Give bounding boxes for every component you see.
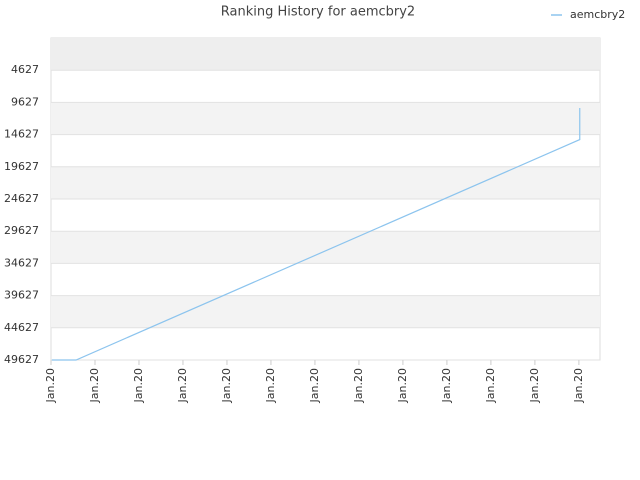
- x-tick-label: Jan.20: [308, 368, 321, 403]
- x-tick-label: Jan.20: [220, 368, 233, 403]
- x-tick-label: Jan.20: [132, 368, 145, 403]
- y-tick-label: 44627: [4, 321, 39, 334]
- y-tick-label: 34627: [4, 256, 39, 269]
- y-tick-label: 29627: [4, 224, 39, 237]
- band: [51, 38, 600, 71]
- x-tick-label: Jan.20: [484, 368, 497, 403]
- band: [51, 102, 600, 135]
- y-tick-label: 49627: [4, 353, 39, 366]
- x-tick-label: Jan.20: [528, 368, 541, 403]
- x-tick-label: Jan.20: [44, 368, 57, 403]
- y-tick-label: 24627: [4, 192, 39, 205]
- x-tick-label: Jan.20: [264, 368, 277, 403]
- band: [51, 295, 600, 328]
- x-tick-label: Jan.20: [352, 368, 365, 403]
- x-tick-label: Jan.20: [440, 368, 453, 403]
- chart-title: Ranking History for aemcbry2: [221, 5, 415, 20]
- x-tick-label: Jan.20: [572, 368, 585, 403]
- legend-label: aemcbry2: [570, 8, 625, 21]
- y-tick-label: 14627: [4, 128, 39, 141]
- band: [51, 166, 600, 199]
- y-tick-label: 19627: [4, 160, 39, 173]
- x-tick-label: Jan.20: [88, 368, 101, 403]
- y-tick-label: 39627: [4, 289, 39, 302]
- line: [51, 108, 581, 361]
- band: [51, 231, 600, 264]
- y-tick-label: 9627: [11, 95, 39, 108]
- y-tick-label: 4627: [11, 63, 39, 76]
- x-tick-label: Jan.20: [396, 368, 409, 403]
- x-tick-label: Jan.20: [176, 368, 189, 403]
